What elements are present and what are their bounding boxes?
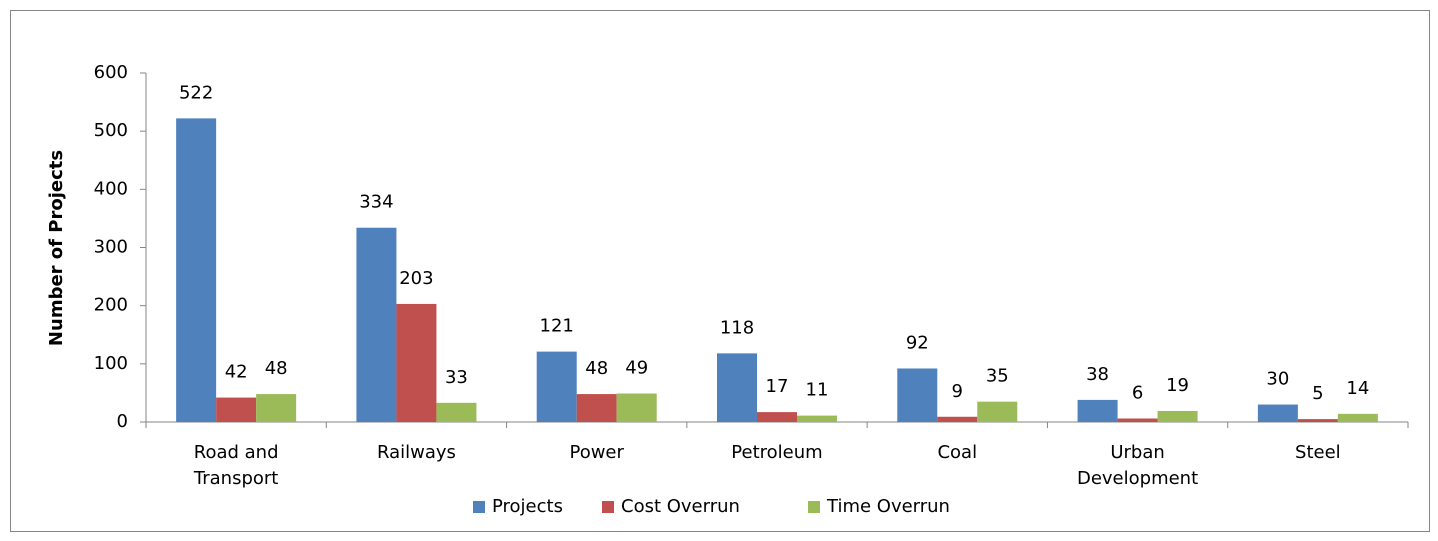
- bar: [616, 393, 657, 422]
- legend-swatch: [473, 501, 485, 513]
- data-label: 38: [1086, 364, 1109, 385]
- bar: [436, 402, 477, 422]
- x-tick-label: Road and Transport: [193, 442, 279, 489]
- y-tick-label: 600: [94, 62, 128, 83]
- bar: [256, 394, 297, 422]
- chart-border: [10, 10, 1430, 532]
- bar: [396, 303, 437, 422]
- bar: [937, 416, 978, 422]
- bar: [576, 394, 617, 422]
- x-tick-label: Coal: [937, 442, 978, 463]
- y-tick-label: 100: [94, 353, 128, 374]
- data-label: 522: [179, 82, 213, 103]
- bar: [1297, 419, 1338, 422]
- x-tick-label: Steel: [1295, 442, 1341, 463]
- y-axis-title: Number of Projects: [46, 150, 67, 346]
- x-tick-label: Petroleum: [731, 442, 823, 463]
- x-tick-label: Power: [569, 442, 624, 463]
- bar: [1077, 399, 1118, 422]
- legend-swatch: [602, 501, 614, 513]
- data-label: 118: [720, 317, 754, 338]
- data-label: 48: [265, 358, 288, 379]
- bar: [176, 118, 217, 423]
- bar: [536, 351, 577, 422]
- data-label: 49: [625, 357, 648, 378]
- data-label: 48: [585, 358, 608, 379]
- y-tick-label: 0: [117, 411, 128, 432]
- legend-label: Projects: [492, 496, 563, 517]
- data-label: 9: [952, 381, 963, 402]
- bar: [1117, 418, 1158, 422]
- bar: [216, 397, 257, 422]
- data-label: 6: [1132, 383, 1143, 404]
- y-tick-label: 200: [94, 295, 128, 316]
- bar: [356, 227, 397, 422]
- legend-swatch: [808, 501, 820, 513]
- bar: [1257, 404, 1298, 422]
- data-label: 203: [399, 268, 433, 289]
- x-tick-label: Railways: [376, 442, 456, 463]
- data-label: 33: [445, 367, 468, 388]
- data-label: 17: [766, 376, 789, 397]
- bar: [757, 412, 797, 422]
- data-label: 5: [1312, 383, 1323, 404]
- bar: [717, 353, 757, 422]
- data-label: 19: [1166, 375, 1189, 396]
- y-tick-label: 500: [94, 120, 128, 141]
- data-label: 334: [359, 192, 393, 213]
- data-label: 121: [540, 316, 574, 337]
- legend-label: Time Overrun: [826, 496, 950, 517]
- bar: [897, 368, 938, 422]
- y-tick-label: 400: [94, 178, 128, 199]
- data-label: 92: [906, 332, 929, 353]
- bar: [797, 415, 837, 422]
- bar: [1157, 410, 1198, 422]
- y-tick-label: 300: [94, 237, 128, 258]
- data-label: 11: [806, 380, 829, 401]
- data-label: 42: [225, 362, 248, 383]
- data-label: 14: [1346, 378, 1369, 399]
- bar: [977, 401, 1018, 422]
- legend-label: Cost Overrun: [621, 496, 740, 517]
- data-label: 35: [986, 366, 1009, 387]
- data-label: 30: [1266, 369, 1289, 390]
- bar: [1337, 413, 1378, 422]
- x-tick-label: Urban Development: [1076, 442, 1199, 489]
